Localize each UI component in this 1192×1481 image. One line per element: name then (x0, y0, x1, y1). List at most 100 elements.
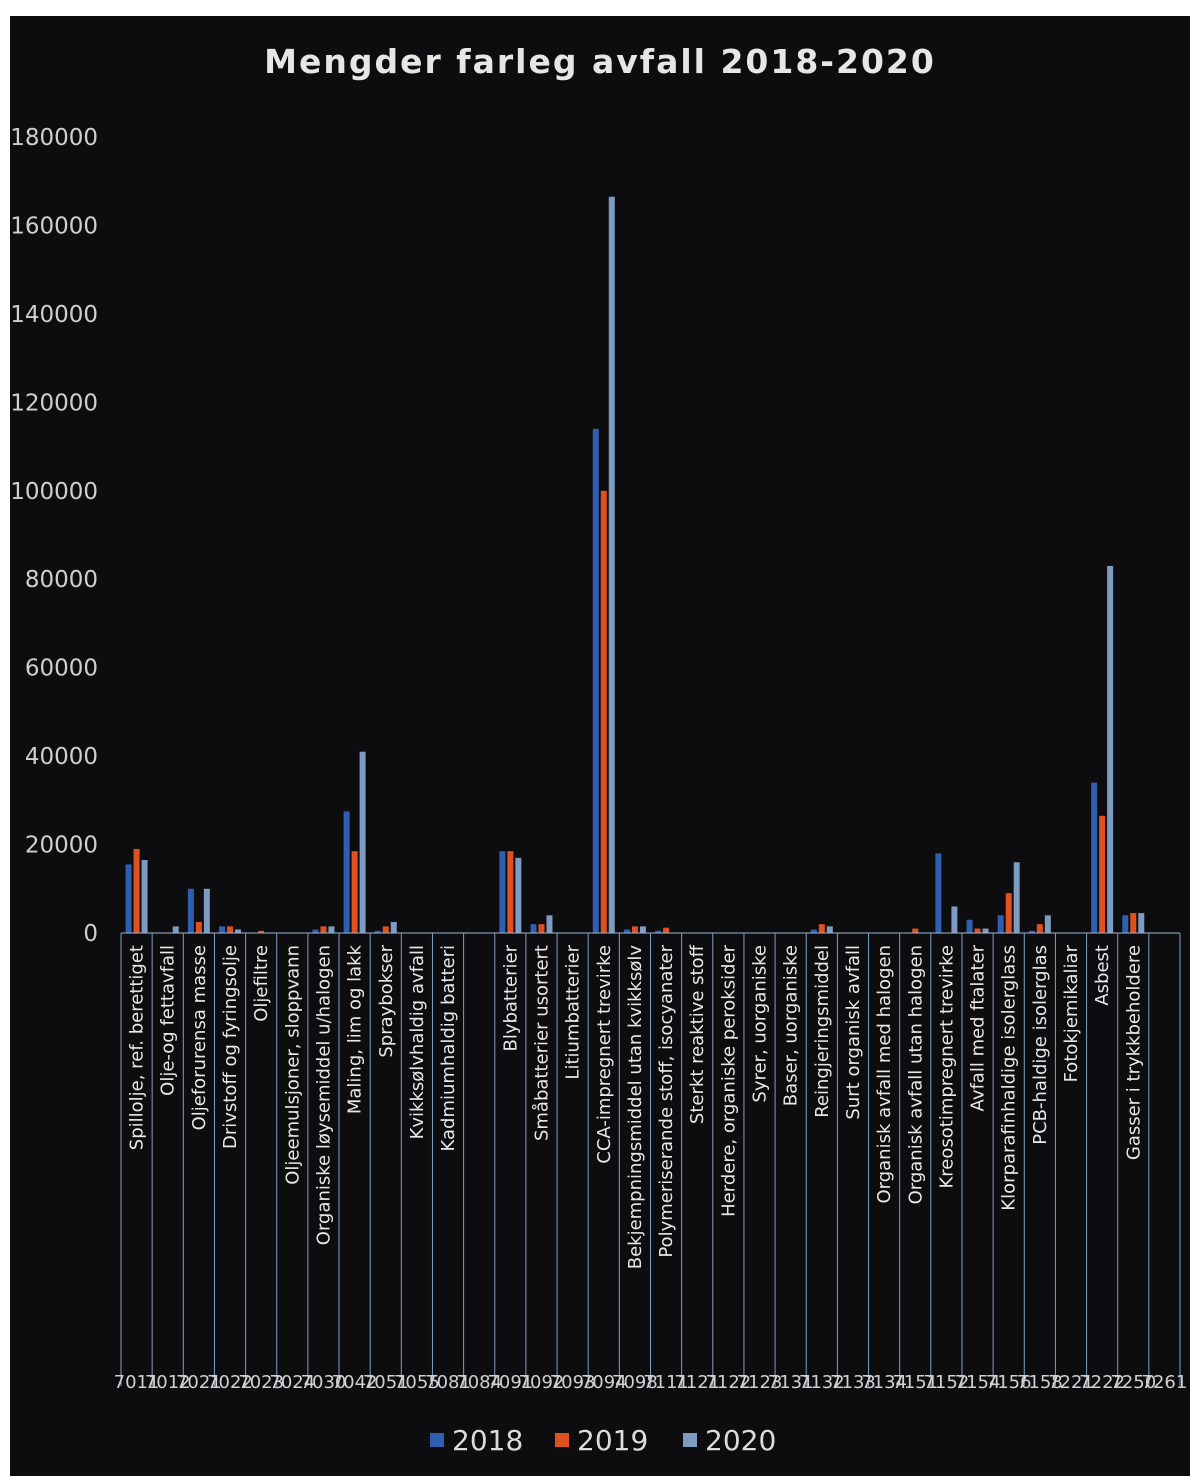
bar-chart: Mengder farleg avfall 2018-2020 0 20000 40… (10, 42, 1188, 1457)
category-label: Kadmiumhaldig batteri (438, 945, 459, 1151)
bar-2019-25 (912, 928, 919, 933)
bar-2018-8 (374, 930, 381, 933)
category-code: 7093 (550, 1372, 596, 1393)
category-code: 7151 (892, 1372, 938, 1393)
y-tick-label: 180000 (10, 125, 98, 151)
bar-2020-0 (141, 860, 148, 933)
category-label: Polymeriserande stoff, isocyanater (656, 944, 677, 1257)
y-tick-label: 60000 (25, 656, 98, 682)
bar-2019-13 (538, 924, 545, 933)
x-axis: Spillolje, ref. berettiget Olje-og fettav… (114, 932, 1188, 1393)
category-code: 7011 (114, 1372, 160, 1393)
y-tick-label: 120000 (10, 390, 98, 416)
legend: 2018 2019 2020 (430, 1424, 776, 1457)
legend-label-2018: 2018 (452, 1424, 523, 1457)
bar-2020-22 (826, 926, 833, 933)
category-code: 7261 (1142, 1372, 1188, 1393)
bar-2018-31 (1091, 782, 1098, 933)
bar-2019-17 (663, 927, 670, 933)
category-code: 7021 (176, 1372, 222, 1393)
bar-2020-8 (390, 921, 397, 933)
category-label: Bekjempningsmiddel utan kvikksølv (625, 945, 646, 1270)
bar-2019-28 (1005, 893, 1012, 933)
category-code: 7084 (456, 1372, 502, 1393)
bar-2020-27 (982, 928, 989, 933)
bar-2020-15 (608, 196, 615, 933)
bar-2019-8 (382, 926, 389, 933)
bar-2018-17 (655, 930, 662, 933)
bar-2019-6 (320, 926, 327, 933)
category-code: 7121 (674, 1372, 720, 1393)
bar-2018-28 (997, 915, 1004, 933)
category-code: 7023 (238, 1372, 284, 1393)
bar-2020-3 (235, 929, 242, 933)
bar-2018-3 (219, 926, 226, 933)
bar-2018-29 (1028, 930, 1035, 933)
category-code: 7133 (830, 1372, 876, 1393)
bar-2019-29 (1036, 924, 1043, 933)
category-label: Organisk avfall utan halogen (905, 945, 926, 1204)
category-label: Kreosotimpregnert trevirke (936, 945, 957, 1189)
bar-2020-28 (1013, 862, 1020, 933)
category-code: 7132 (799, 1372, 845, 1393)
y-tick-label: 0 (83, 921, 98, 947)
legend-swatch-2019 (555, 1433, 569, 1447)
bar-2019-31 (1099, 815, 1106, 933)
category-label: Maling, lim og lakk (345, 944, 366, 1114)
bar-2018-16 (623, 929, 630, 933)
category-code: 7098 (612, 1372, 658, 1393)
category-code: 7111 (643, 1372, 689, 1393)
bar-2018-15 (592, 428, 599, 933)
bar-2020-2 (203, 888, 210, 933)
bar-2020-32 (1138, 913, 1145, 933)
category-code: 7094 (581, 1372, 627, 1393)
y-tick-label: 140000 (10, 302, 98, 328)
bar-2020-7 (359, 751, 366, 933)
category-label: Organiske løysemiddel u/halogen (313, 945, 334, 1245)
bar-2018-27 (966, 919, 973, 933)
legend-swatch-2018 (430, 1433, 444, 1447)
category-label: Baser, uorganiske (781, 945, 802, 1106)
bar-2019-4 (258, 930, 265, 933)
category-label: Olje-og fettavfall (158, 945, 179, 1096)
category-code: 7024 (269, 1372, 315, 1393)
category-label: Syrer, uorganiske (750, 945, 771, 1103)
legend-swatch-2020 (683, 1433, 697, 1447)
bar-2020-1 (172, 926, 179, 933)
category-label: Asbest (1092, 945, 1113, 1006)
category-code: 7123 (737, 1372, 783, 1393)
category-code: 7134 (861, 1372, 907, 1393)
bar-2018-32 (1122, 915, 1129, 933)
category-code: 7156 (986, 1372, 1032, 1393)
bar-2019-7 (351, 851, 358, 933)
bar-2020-16 (639, 926, 646, 933)
category-label: Småbatterier usortert (531, 945, 552, 1141)
category-label: Fotokjemikaliar (1061, 944, 1082, 1082)
bar-2019-0 (133, 848, 140, 933)
category-label: Sterkt reaktive stoff (687, 944, 708, 1124)
category-label: Litiumbatterier (563, 944, 584, 1079)
category-label: Spraybokser (376, 944, 397, 1057)
bar-2019-12 (507, 851, 514, 933)
y-tick-label: 100000 (10, 479, 98, 505)
y-tick-label: 20000 (25, 833, 98, 859)
bar-2020-26 (951, 906, 958, 933)
category-code: 7012 (145, 1372, 191, 1393)
bar-2020-31 (1107, 565, 1114, 933)
category-code: 7030 (301, 1372, 347, 1393)
category-code: 7152 (923, 1372, 969, 1393)
category-code: 7081 (425, 1372, 471, 1393)
bar-2020-13 (546, 915, 553, 933)
bar-2019-15 (600, 490, 607, 933)
category-label: Drivstoff og fyringsolje (220, 945, 241, 1149)
category-code: 7022 (207, 1372, 253, 1393)
category-label: Blybatterier (500, 944, 521, 1051)
bar-2020-12 (515, 857, 522, 933)
bar-2020-29 (1044, 915, 1051, 933)
category-code: 7222 (1079, 1372, 1125, 1393)
bar-2018-13 (530, 924, 537, 933)
category-code: 7221 (1048, 1372, 1094, 1393)
bar-2018-12 (499, 851, 506, 933)
chart-title: Mengder farleg avfall 2018-2020 (264, 42, 936, 81)
bars (125, 196, 1145, 933)
